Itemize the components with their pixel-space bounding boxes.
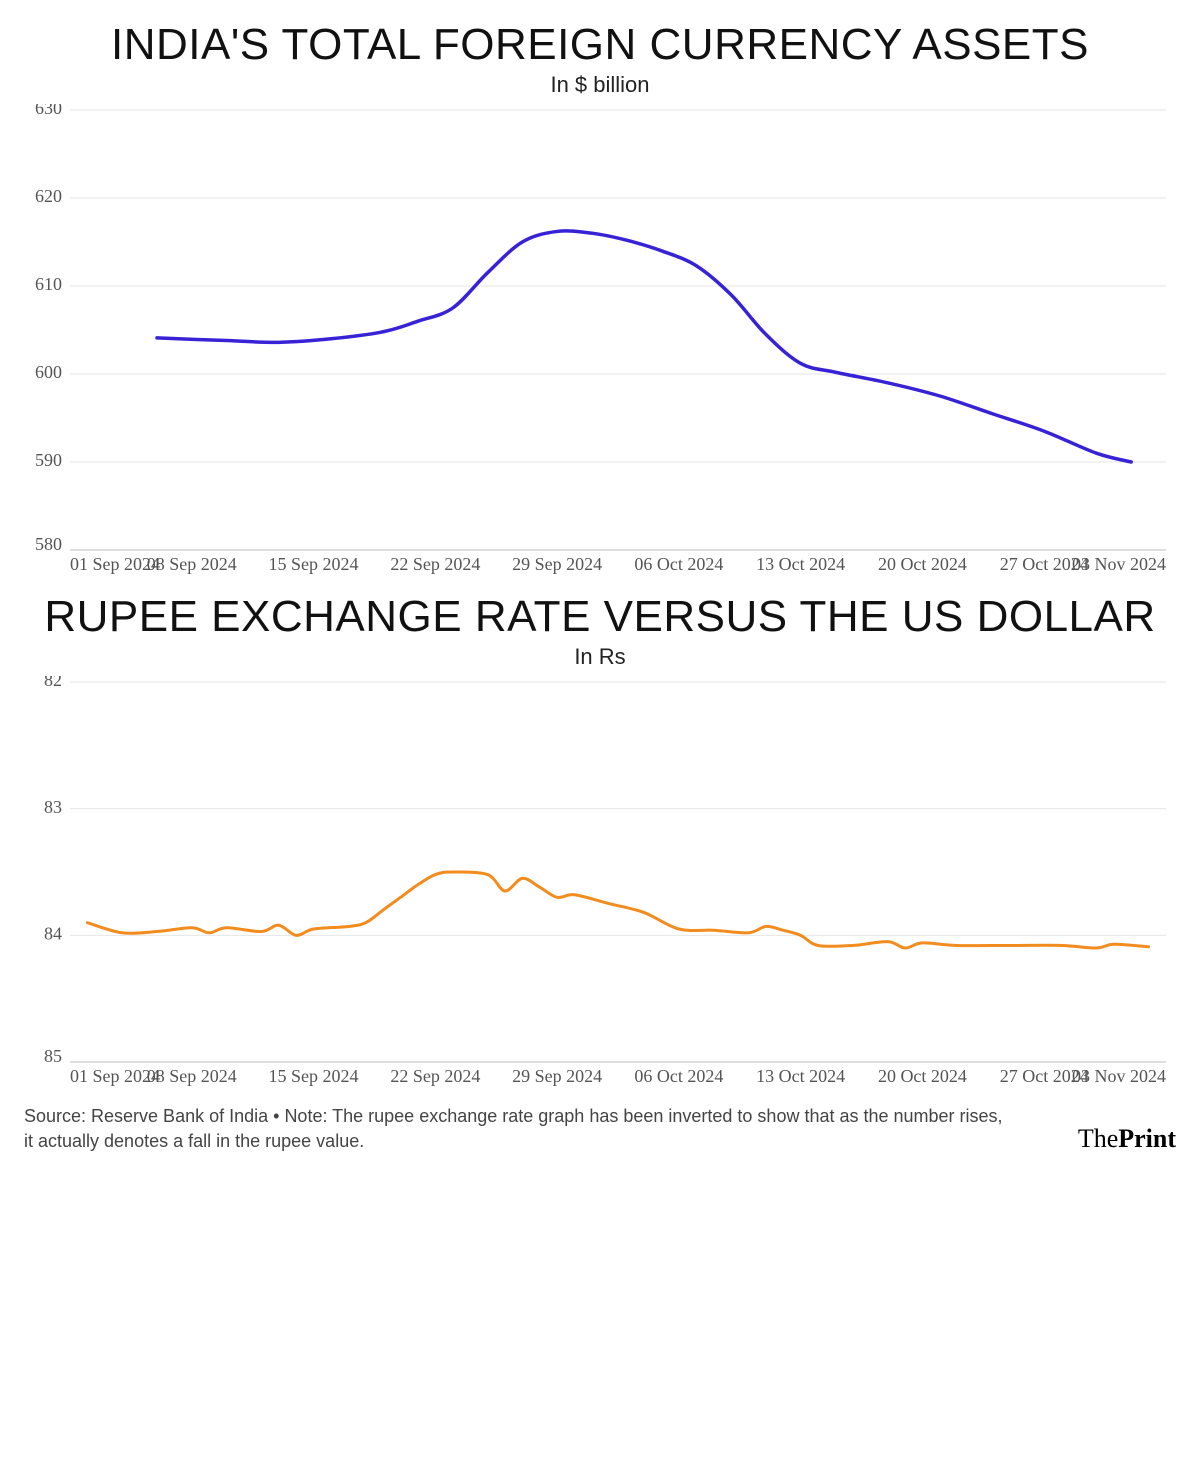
chart-svg: 8283848501 Sep 202408 Sep 202415 Sep 202… xyxy=(24,676,1176,1086)
brand-bold: Print xyxy=(1118,1124,1176,1153)
x-tick-label: 20 Oct 2024 xyxy=(878,1066,967,1086)
x-tick-label: 22 Sep 2024 xyxy=(390,554,480,574)
chart-svg: 58059060061062063001 Sep 202408 Sep 2024… xyxy=(24,104,1176,574)
y-tick-label: 630 xyxy=(35,104,62,118)
chart-title: RUPEE EXCHANGE RATE VERSUS THE US DOLLAR xyxy=(24,592,1176,642)
chart-forex: INDIA'S TOTAL FOREIGN CURRENCY ASSETSIn … xyxy=(24,20,1176,574)
gridlines: 82 83 84 85 xyxy=(44,676,1166,1066)
chart-rupee: RUPEE EXCHANGE RATE VERSUS THE US DOLLAR… xyxy=(24,592,1176,1086)
source-note: Source: Reserve Bank of India • Note: Th… xyxy=(24,1104,1004,1154)
x-tick-label: 15 Sep 2024 xyxy=(269,554,359,574)
y-tick-label: 84 xyxy=(44,923,62,943)
y-tick-label: 620 xyxy=(35,186,62,206)
y-tick-label: 85 xyxy=(44,1046,62,1066)
x-tick-label: 22 Sep 2024 xyxy=(390,1066,480,1086)
chart-subtitle: In Rs xyxy=(24,644,1176,670)
x-tick-label: 03 Nov 2024 xyxy=(1072,554,1166,574)
x-tick-label: 20 Oct 2024 xyxy=(878,554,967,574)
footer: Source: Reserve Bank of India • Note: Th… xyxy=(24,1104,1176,1154)
x-tick-label: 29 Sep 2024 xyxy=(512,1066,602,1086)
x-tick-label: 13 Oct 2024 xyxy=(756,554,845,574)
x-tick-label: 29 Sep 2024 xyxy=(512,554,602,574)
publisher-logo: ThePrint xyxy=(1078,1124,1176,1154)
y-tick-label: 580 xyxy=(35,534,62,554)
x-tick-label: 08 Sep 2024 xyxy=(147,1066,237,1086)
x-tick-label: 13 Oct 2024 xyxy=(756,1066,845,1086)
x-tick-label: 06 Oct 2024 xyxy=(634,554,723,574)
y-tick-label: 600 xyxy=(35,362,62,382)
x-tick-label: 15 Sep 2024 xyxy=(269,1066,359,1086)
series-line xyxy=(87,872,1148,948)
gridlines: 580 590 600 610 620 630 xyxy=(35,104,1166,554)
y-tick-label: 590 xyxy=(35,450,62,470)
brand-thin: The xyxy=(1078,1124,1118,1153)
chart-subtitle: In $ billion xyxy=(24,72,1176,98)
y-tick-label: 82 xyxy=(44,676,62,690)
series-line xyxy=(157,231,1131,462)
x-ticks: 01 Sep 202408 Sep 202415 Sep 202422 Sep … xyxy=(70,554,1166,574)
y-tick-label: 610 xyxy=(35,274,62,294)
x-tick-label: 08 Sep 2024 xyxy=(147,554,237,574)
x-tick-label: 06 Oct 2024 xyxy=(634,1066,723,1086)
x-tick-label: 03 Nov 2024 xyxy=(1072,1066,1166,1086)
y-tick-label: 83 xyxy=(44,797,62,817)
x-ticks: 01 Sep 202408 Sep 202415 Sep 202422 Sep … xyxy=(70,1066,1166,1086)
chart-title: INDIA'S TOTAL FOREIGN CURRENCY ASSETS xyxy=(24,20,1176,70)
